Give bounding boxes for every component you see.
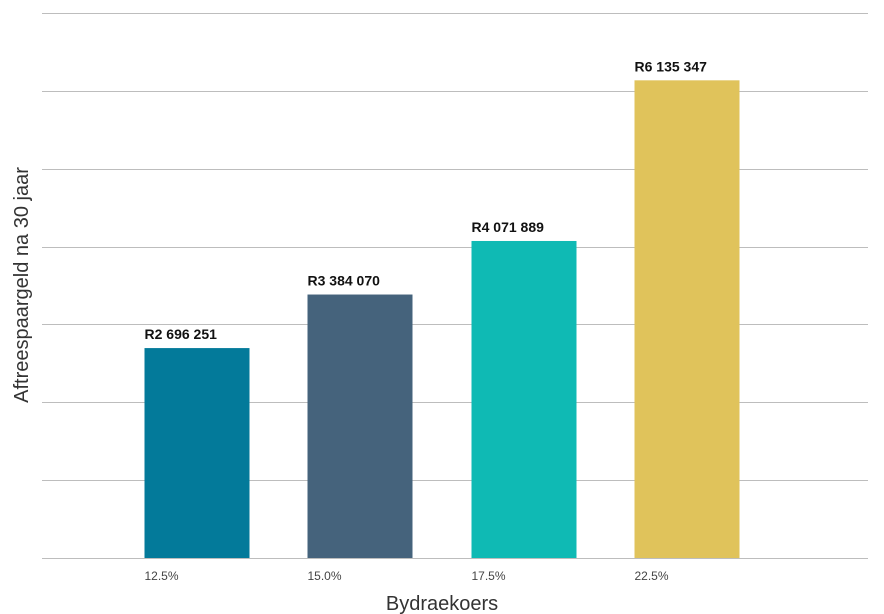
bar-3 xyxy=(471,240,577,558)
x-tick-labels: 12.5% 15.0% 17.5% 22.5% xyxy=(145,569,669,583)
x-tick-label-3: 17.5% xyxy=(472,569,506,583)
bar-2 xyxy=(307,294,413,558)
bar-1 xyxy=(144,348,250,558)
x-tick-label-1: 12.5% xyxy=(145,569,179,583)
x-axis-title: Bydraekoers xyxy=(386,593,498,614)
x-tick-label-4: 22.5% xyxy=(635,569,669,583)
data-label-4: R6 135 347 xyxy=(635,58,708,74)
y-axis-title: Aftreespaargeld na 30 jaar xyxy=(11,167,33,403)
x-tick-label-2: 15.0% xyxy=(308,569,342,583)
data-label-2: R3 384 070 xyxy=(308,273,381,289)
data-label-1: R2 696 251 xyxy=(145,326,218,342)
data-labels: R2 696 251 R3 384 070 R4 071 889 R6 135 347 xyxy=(145,58,708,342)
bar-4 xyxy=(634,80,740,559)
bars xyxy=(144,80,740,559)
data-label-3: R4 071 889 xyxy=(472,219,545,235)
